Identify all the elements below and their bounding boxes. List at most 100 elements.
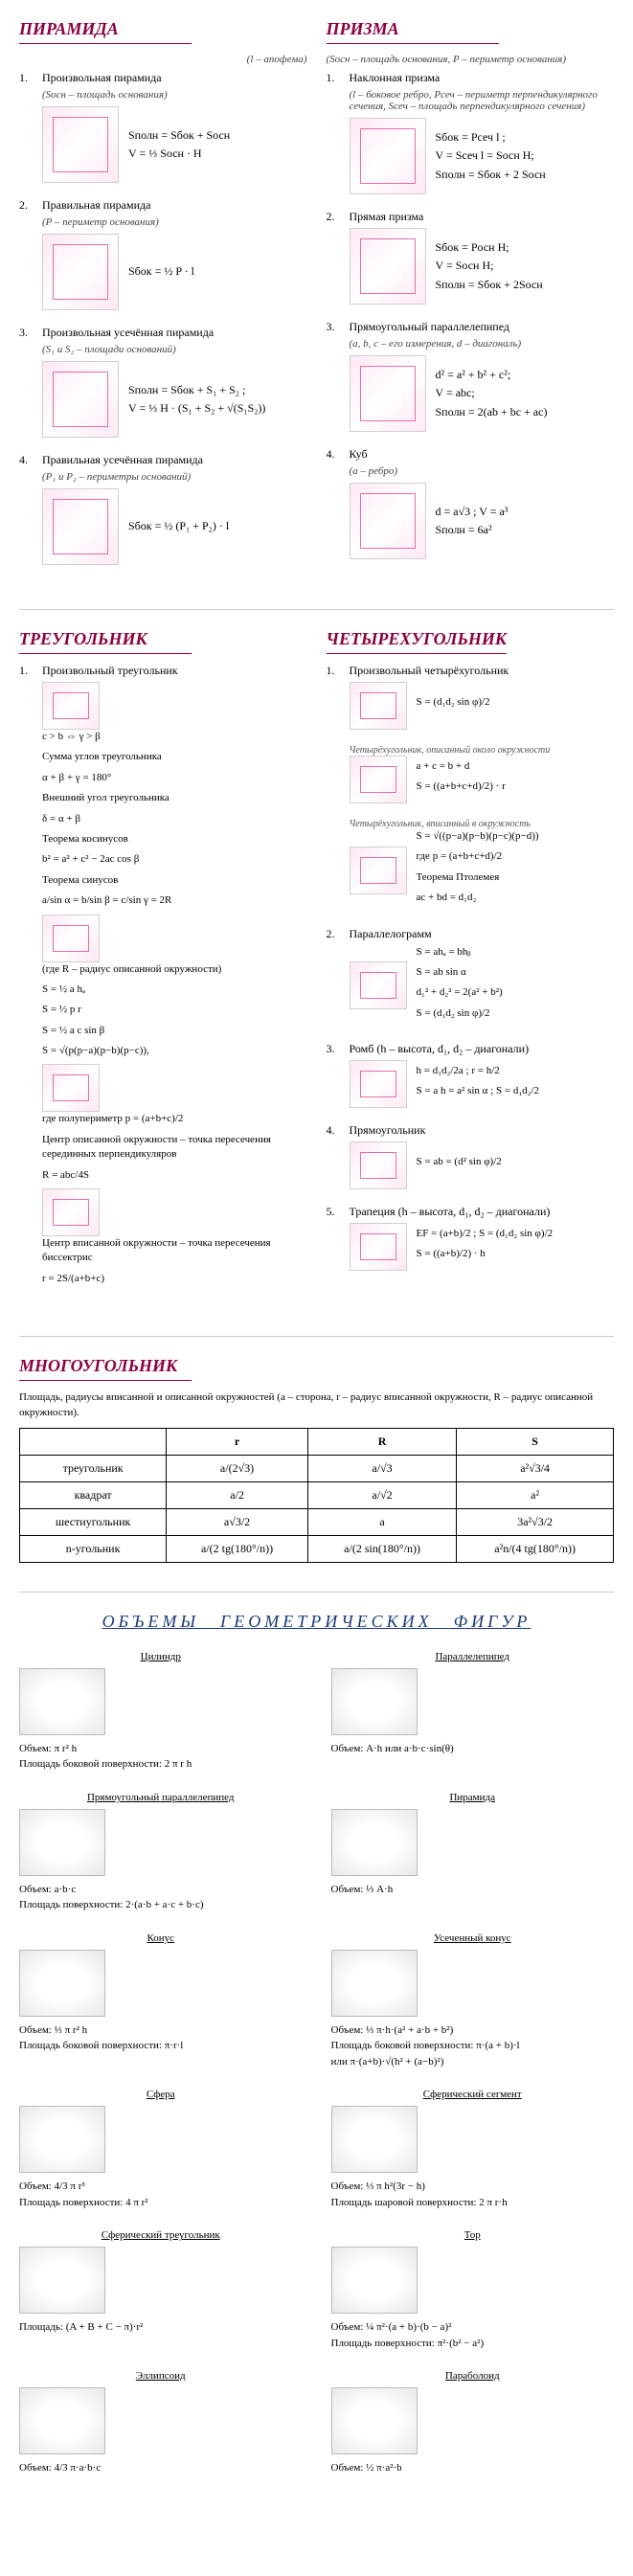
volumes-grid: ЦилиндрОбъем: π r² hПлощадь боковой пове… xyxy=(19,1651,614,2476)
volume-figure xyxy=(331,1668,418,1735)
prism-figure-2 xyxy=(350,228,426,305)
volume-figure xyxy=(331,1809,418,1876)
volume-item: ПараллелепипедОбъем: A·h или a·b·c·sin(θ… xyxy=(331,1651,615,1773)
volume-item: КонусОбъем: ⅓ π r² hПлощадь боковой пове… xyxy=(19,1932,303,2070)
quad-figure xyxy=(350,1223,407,1271)
volume-item-title: Эллипсоид xyxy=(19,2370,303,2382)
polygon-section: МНОГОУГОЛЬНИК Площадь, радиусы вписанной… xyxy=(19,1356,614,1563)
triangle-line: S = ½ a c sin β xyxy=(42,1024,307,1038)
pyramid-title: ПИРАМИДА xyxy=(19,19,192,44)
quad-item: 1.Произвольный четырёхугольникS = (d₁d₂ … xyxy=(327,664,615,730)
prism-figure-4 xyxy=(350,483,426,559)
volume-item-title: Параллелепипед xyxy=(331,1651,615,1662)
polygon-row: треугольникa/(2√3)a/√3a²√3/4 xyxy=(20,1455,614,1481)
polygon-row: квадратa/2a/√2a² xyxy=(20,1481,614,1508)
volume-item-title: Усеченный конус xyxy=(331,1932,615,1944)
polygon-row: шестиугольникa√3/2a3a²√3/2 xyxy=(20,1508,614,1535)
apothem-note: (l – апофема) xyxy=(19,54,307,65)
quad-items: 1.Произвольный четырёхугольникS = (d₁d₂ … xyxy=(327,664,615,1271)
triangle-line: δ = α + β xyxy=(42,812,307,826)
triangle-title: ТРЕУГОЛЬНИК xyxy=(19,629,192,654)
triangle-line: α + β + γ = 180° xyxy=(42,771,307,785)
volume-item: ПирамидаОбъем: ⅓ A·h xyxy=(331,1792,615,1913)
quad-item: 5.Трапеция (h – высота, d₁, d₂ – диагона… xyxy=(327,1205,615,1271)
volume-figure xyxy=(331,2247,418,2314)
volume-figure xyxy=(19,1809,105,1876)
pyramid-item-2: 2. Правильная пирамида (P – периметр осн… xyxy=(19,198,307,310)
prism-title: ПРИЗМА xyxy=(327,19,499,44)
volume-item: Прямоугольный параллелепипедОбъем: a·b·c… xyxy=(19,1792,303,1913)
pyramid-figure-1 xyxy=(42,106,119,183)
triangle-line: Внешний угол треугольника xyxy=(42,791,307,805)
triangle-column: ТРЕУГОЛЬНИК 1. Произвольный треугольник … xyxy=(19,629,307,1307)
polygon-row: n-угольникa/(2 tg(180°/n))a/(2 sin(180°/… xyxy=(20,1535,614,1562)
volume-figure xyxy=(19,2387,105,2454)
pyramid-figure-3 xyxy=(42,361,119,438)
volume-item-title: Прямоугольный параллелепипед xyxy=(19,1792,303,1803)
triangle-lines: c > b ⇔ γ > β Сумма углов треугольника α +… xyxy=(42,730,307,1286)
triangle-line: Центр описанной окружности – точка перес… xyxy=(42,1133,307,1163)
volume-item: Сферический сегментОбъем: ⅓ π h²(3r − h)… xyxy=(331,2089,615,2210)
pyramid-item-4: 4. Правильная усечённая пирамида (P₁ и P… xyxy=(19,453,307,565)
volume-item: ЦилиндрОбъем: π r² hПлощадь боковой пове… xyxy=(19,1651,303,1773)
volume-item-title: Сфера xyxy=(19,2089,303,2100)
quad-figure xyxy=(350,847,407,894)
triangle-line: R = abc/4S xyxy=(42,1168,307,1183)
prism-column: ПРИЗМА (Sосн – площадь основания, P – пе… xyxy=(327,19,615,580)
volume-figure xyxy=(19,2247,105,2314)
volume-figure xyxy=(19,1668,105,1735)
volume-item-title: Параболоид xyxy=(331,2370,615,2382)
triangle-line: Центр вписанной окружности – точка перес… xyxy=(42,1236,307,1266)
volume-figure xyxy=(19,2106,105,2173)
volume-figure xyxy=(331,2387,418,2454)
polygon-table: rRS треугольникa/(2√3)a/√3a²√3/4квадратa… xyxy=(19,1428,614,1563)
triangle-line: Теорема косинусов xyxy=(42,832,307,847)
triangle-figure xyxy=(42,1064,100,1112)
polygon-header-cell xyxy=(20,1428,167,1455)
triangle-line: r = 2S/(a+b+c) xyxy=(42,1272,307,1286)
volume-item: СфераОбъем: 4/3 π r³Площадь поверхности:… xyxy=(19,2089,303,2210)
quad-figure xyxy=(350,756,407,803)
triangle-figure-1 xyxy=(42,682,100,730)
polygon-header-cell: r xyxy=(167,1428,308,1455)
prism-note: (Sосн – площадь основания, P – периметр … xyxy=(327,54,615,65)
volumes-title: ОБЪЕМЫ ГЕОМЕТРИЧЕСКИХ ФИГУР xyxy=(19,1612,614,1632)
volume-item-title: Сферический треугольник xyxy=(19,2229,303,2241)
triangle-line: b² = a² + c² − 2ac cos β xyxy=(42,852,307,867)
prism-figure-3 xyxy=(350,355,426,432)
quad-item: 4.ПрямоугольникS = ab = (d² sin φ)/2 xyxy=(327,1123,615,1189)
quad-figure xyxy=(350,1060,407,1108)
triangle-figure xyxy=(42,1188,100,1236)
prism-item-2: 2. Прямая призма Sбок = Pосн H; V = Sосн… xyxy=(327,210,615,305)
volume-item-title: Цилиндр xyxy=(19,1651,303,1662)
volume-item: Усеченный конусОбъем: ⅓ π·h·(a² + a·b + … xyxy=(331,1932,615,2070)
pyramid-figure-2 xyxy=(42,234,119,310)
triangle-line: Теорема синусов xyxy=(42,873,307,888)
triangle-figure xyxy=(42,915,100,962)
volumes-section: ОБЪЕМЫ ГЕОМЕТРИЧЕСКИХ ФИГУР ЦилиндрОбъем… xyxy=(19,1612,614,2476)
quad-column: ЧЕТЫРЕХУГОЛЬНИК 1.Произвольный четырёхуг… xyxy=(327,629,615,1307)
pyramid-column: ПИРАМИДА (l – апофема) 1. Произвольная п… xyxy=(19,19,307,580)
volume-item-title: Конус xyxy=(19,1932,303,1944)
prism-figure-1 xyxy=(350,118,426,194)
quad-item: Четырёхугольник, описанный около окружно… xyxy=(327,745,615,803)
volume-figure xyxy=(19,1950,105,2017)
polygon-title: МНОГОУГОЛЬНИК xyxy=(19,1356,192,1381)
triangle-line: где полупериметр p = (a+b+c)/2 xyxy=(42,1112,307,1126)
triangle-line: c > b ⇔ γ > β xyxy=(42,730,307,744)
triangle-line: Сумма углов треугольника xyxy=(42,750,307,764)
quad-figure xyxy=(350,961,407,1009)
triangle-line: S = ½ p r xyxy=(42,1003,307,1017)
prism-item-3: 3. Прямоугольный параллелепипед (a, b, c… xyxy=(327,320,615,432)
triangle-item-1: 1. Произвольный треугольник c > b ⇔ γ > … xyxy=(19,664,307,1292)
quad-item: Четырёхугольник, вписанный в окружностьS… xyxy=(327,819,615,912)
quad-item: 3.Ромб (h – высота, d₁, d₂ – диагонали)h… xyxy=(327,1042,615,1108)
triangle-line: (где R – радиус описанной окружности) xyxy=(42,962,307,977)
polygon-header-cell: S xyxy=(457,1428,614,1455)
volume-figure xyxy=(331,2106,418,2173)
volume-item: ЭллипсоидОбъем: 4/3 π·a·b·c xyxy=(19,2370,303,2476)
volume-item-title: Тор xyxy=(331,2229,615,2241)
quad-figure xyxy=(350,1141,407,1189)
polygon-intro: Площадь, радиусы вписанной и описанной о… xyxy=(19,1390,614,1420)
volume-figure xyxy=(331,1950,418,2017)
